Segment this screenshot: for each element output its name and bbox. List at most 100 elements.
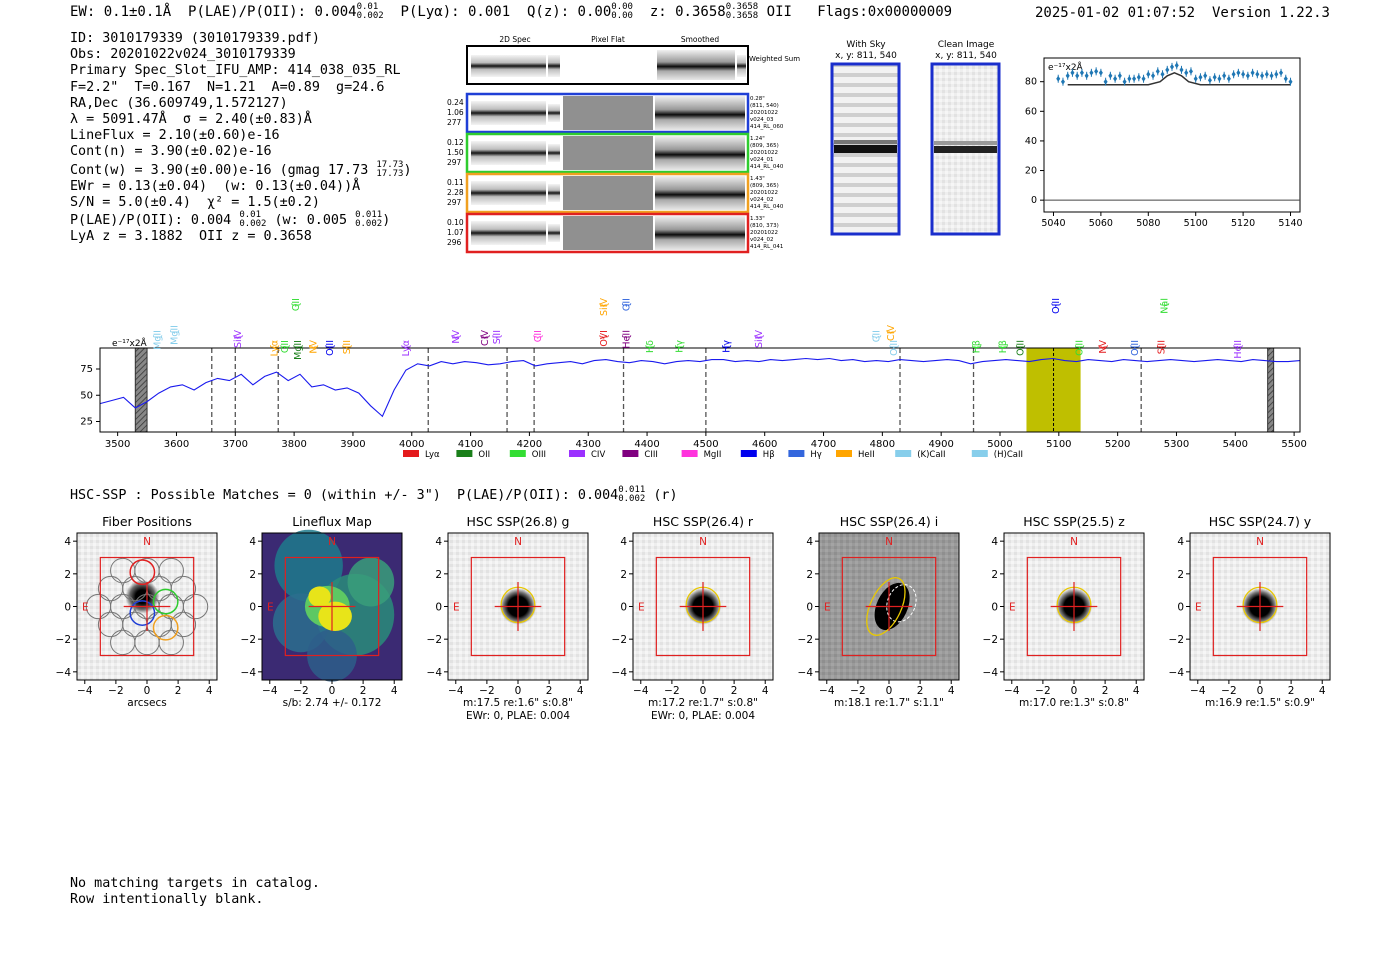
panel-ytick-label: 0 (249, 602, 256, 614)
spec-xtick-label: 5500 (1281, 439, 1306, 450)
info-plae-b: (w: 0.005 (274, 213, 348, 229)
zoom-data-point (1269, 72, 1274, 79)
legend-label: OIII (532, 450, 546, 460)
target-box (284, 556, 380, 657)
weighted-2d (471, 55, 546, 77)
panel-caption-2: EWr: 0, PLAE: 0.004 (651, 710, 755, 722)
zoom-ytick-label: 20 (1025, 166, 1037, 177)
zoom-data-point (1279, 69, 1284, 76)
spec-line-tick: { (621, 334, 632, 340)
panel-ytick-label: −4 (427, 667, 443, 679)
zoom-xtick-label: 5040 (1041, 218, 1065, 229)
zoom-data-point (1255, 71, 1260, 78)
spec-xtick-label: 3700 (223, 439, 248, 450)
spec-line-tick: { (1160, 302, 1171, 308)
cutout-smoothed (655, 216, 745, 250)
cutout-row-right-label: v024_02 (750, 237, 774, 243)
zoom-data-point (1170, 63, 1174, 70)
spectra-cutouts: 2D Spec Pixel Flat Smoothed Weighted Sum… (447, 35, 800, 254)
hsc-ellipse (866, 577, 906, 636)
spec-line-label: CII (533, 330, 544, 342)
header-plya: P(Lyα): 0.001 (400, 4, 511, 20)
cutout-2d-b (548, 104, 560, 122)
spec-line-tick: { (721, 344, 732, 350)
zoom-data-point (1056, 75, 1061, 82)
header-plae-hi: 0.01 (356, 2, 379, 12)
lineflux-blob (347, 557, 395, 607)
panel-ytick-label: −4 (1169, 667, 1185, 679)
legend-swatch (895, 450, 912, 457)
cutout-row-right-label: 414_RL_040 (750, 204, 784, 210)
panel-xtick-label: −4 (633, 685, 649, 697)
legend-label: CIII (644, 450, 657, 460)
spec-xtick-label: 3900 (340, 439, 365, 450)
panel-xtick-label: 4 (391, 685, 398, 697)
spec-line-label: OIII (1051, 298, 1062, 314)
spec-line-label: MgII (293, 340, 304, 360)
panel-ytick-label: 2 (806, 569, 813, 581)
spec-ytick-label: 25 (80, 417, 93, 428)
zoom-data-point (1155, 68, 1160, 75)
panel-xtick-label: 4 (206, 685, 213, 697)
panel-ytick-label: 4 (249, 536, 256, 548)
panel-xtick-label: −2 (108, 685, 123, 697)
panel-hsci: HSC SSP(26.4) i N E −4 −4 −2 −2 0 0 2 2 4 4 m:18.1 re… (798, 514, 960, 709)
spec-line-tick: { (270, 344, 281, 350)
cutout-row-right-label: (809, 365) (750, 183, 779, 189)
spec-line-tick: { (1074, 344, 1085, 350)
cutout-2d-b (548, 224, 560, 242)
zoom-data-point (1231, 71, 1236, 78)
panel-xtick-label: −2 (293, 685, 308, 697)
spec-scale-label: e⁻¹⁷x2Å (112, 337, 148, 349)
zoom-xtick-label: 5140 (1278, 218, 1302, 229)
zoom-data-point (1132, 75, 1137, 82)
spec-line-tick: { (871, 334, 882, 340)
spec-xtick-label: 4700 (811, 439, 836, 450)
fiber-circle (170, 575, 197, 602)
fiber-highlight (129, 559, 156, 586)
spec-line-label: Hβ (971, 340, 982, 353)
fiber-circle (182, 593, 209, 620)
panel-title: Lineflux Map (292, 514, 372, 529)
spec-line-label: CIV (480, 330, 491, 346)
zoom-data-point (1122, 78, 1127, 85)
panel-xtick-label: 4 (1133, 685, 1140, 697)
spec-line-tick: { (170, 329, 181, 335)
cutout-row-right-label: 0.28" (750, 96, 765, 102)
panel-caption: m:18.1 re:1.7" s:1.1" (834, 697, 944, 709)
with-sky-title: With Sky (846, 40, 886, 50)
hsc-band: (r) (653, 488, 678, 503)
panel-xtick-label: −4 (77, 685, 93, 697)
panel-ytick-label: 2 (991, 569, 998, 581)
target-box (1026, 556, 1122, 657)
spec-line-label: SiIV (233, 330, 244, 348)
info-plae-a-hi: 0.01 (239, 210, 261, 221)
legend-label: Hβ (763, 450, 775, 460)
cutout-row-right-label: (809, 365) (750, 143, 779, 149)
legend-label: OII (478, 450, 490, 460)
spec-line-tick: { (621, 302, 632, 308)
spec-xtick-label: 4600 (752, 439, 777, 450)
legend-label: MgII (704, 450, 722, 460)
cutout-row-left-label: 1.06 (447, 108, 464, 117)
panel-hsc: HSC SSP(26.8) g N E −4 −4 −2 −2 0 0 2 2 4 4 m:17.5 re… (427, 514, 589, 722)
spec-line-tick: { (291, 302, 302, 308)
zoom-xtick-label: 5060 (1089, 218, 1113, 229)
spec-line-tick: { (889, 344, 900, 350)
east-label: E (453, 602, 460, 614)
info-lyaz: LyA z = 3.1882 OII z = 0.3658 (70, 229, 312, 245)
zoom-ytick-label: 80 (1025, 77, 1037, 88)
zoom-data-point (1245, 72, 1250, 79)
with-sky-trace-edge (834, 140, 897, 144)
fiber-circle (158, 629, 184, 656)
panel-xtick-label: −2 (1221, 685, 1236, 697)
clean-trace-edge (934, 141, 997, 145)
panel-ytick-label: 4 (1177, 536, 1184, 548)
panel-xtick-label: 4 (1319, 685, 1326, 697)
spec-line-tick: { (293, 344, 304, 350)
image-panels: Fiber Positions N E −4 −4 −2 −2 0 0 2 2 4 4 arcsecs Li… (56, 514, 1331, 722)
spec-line-label: Lyα (401, 340, 412, 356)
cutout-row-left-label: 297 (447, 198, 462, 207)
spectrum-plot: e⁻¹⁷x2Å 3500 3600 3700 3800 3900 4000 4100 4200… (80, 298, 1307, 450)
spec-line-label: CIV (886, 325, 897, 341)
